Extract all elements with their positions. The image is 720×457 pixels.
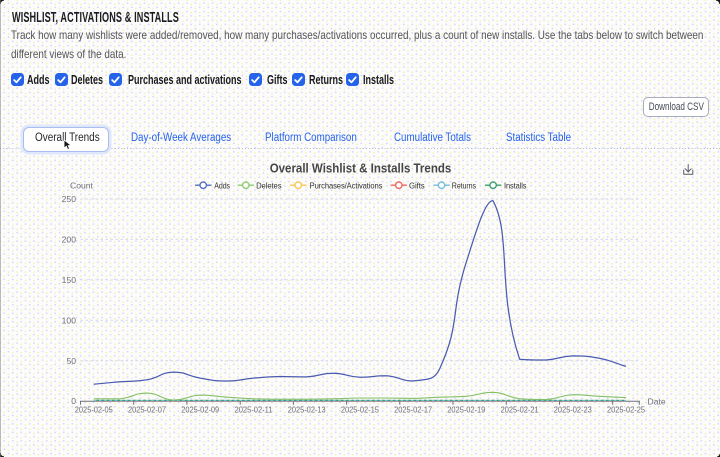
svg-text:150: 150 xyxy=(62,275,77,285)
svg-text:Deletes: Deletes xyxy=(256,180,281,190)
svg-text:Overall Wishlist & Installs Tr: Overall Wishlist & Installs Trends xyxy=(270,161,452,176)
svg-text:2025-02-25: 2025-02-25 xyxy=(607,404,645,414)
svg-text:Gifts: Gifts xyxy=(409,180,425,190)
svg-text:100: 100 xyxy=(62,315,77,325)
svg-text:50: 50 xyxy=(66,356,76,366)
svg-text:250: 250 xyxy=(62,194,77,204)
svg-text:2025-02-17: 2025-02-17 xyxy=(394,404,432,414)
svg-text:2025-02-19: 2025-02-19 xyxy=(447,404,485,414)
svg-text:2025-02-09: 2025-02-09 xyxy=(181,404,219,414)
svg-text:Purchases/Activations: Purchases/Activations xyxy=(310,180,383,190)
svg-text:2025-02-21: 2025-02-21 xyxy=(501,404,539,414)
svg-text:2025-02-05: 2025-02-05 xyxy=(75,404,113,414)
svg-text:Installs: Installs xyxy=(504,180,526,190)
svg-text:2025-02-15: 2025-02-15 xyxy=(341,404,379,414)
svg-text:Date: Date xyxy=(648,397,666,407)
svg-text:2025-02-23: 2025-02-23 xyxy=(554,404,592,414)
svg-text:Returns: Returns xyxy=(452,180,476,190)
svg-text:0: 0 xyxy=(71,396,76,406)
svg-text:Count: Count xyxy=(70,181,94,191)
svg-text:2025-02-11: 2025-02-11 xyxy=(235,404,273,414)
svg-text:2025-02-13: 2025-02-13 xyxy=(288,404,326,414)
svg-text:Adds: Adds xyxy=(214,180,230,190)
svg-text:200: 200 xyxy=(62,234,77,244)
svg-text:2025-02-07: 2025-02-07 xyxy=(128,404,166,414)
